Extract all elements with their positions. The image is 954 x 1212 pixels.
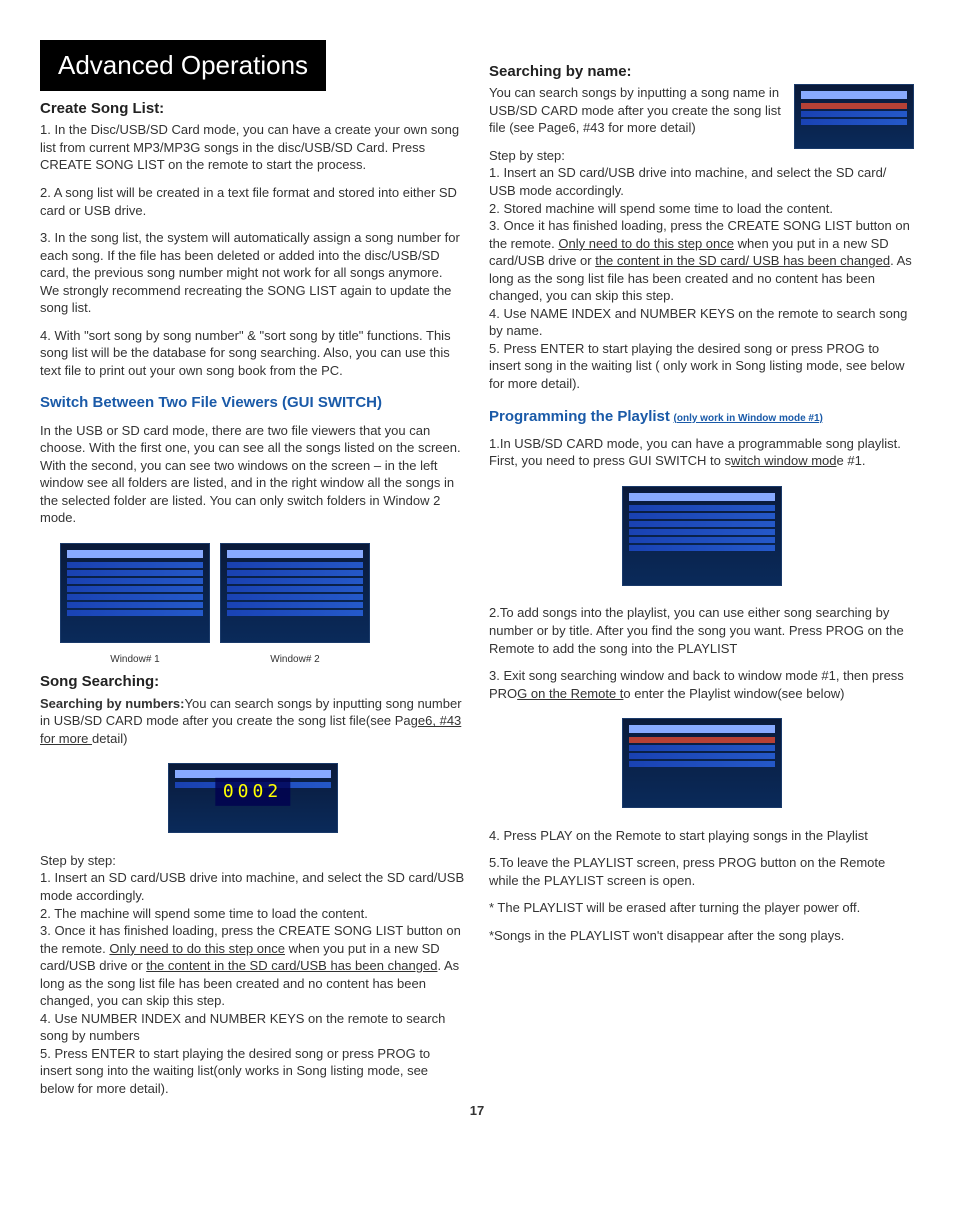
note-text: * The PLAYLIST will be erased after turn… bbox=[489, 899, 914, 917]
screenshot-wrap: 0002 bbox=[40, 757, 465, 844]
body-text: 1. In the Disc/USB/SD Card mode, you can… bbox=[40, 121, 465, 174]
step-text: 5. Press ENTER to start playing the desi… bbox=[40, 1045, 465, 1098]
screenshot-row bbox=[60, 537, 465, 649]
body-text: 4. Press PLAY on the Remote to start pla… bbox=[489, 827, 914, 845]
underlined-text: the content in the SD card/USB has been … bbox=[146, 958, 437, 973]
step-text: 5. Press ENTER to start playing the desi… bbox=[489, 340, 914, 393]
section-banner: Advanced Operations bbox=[40, 40, 326, 91]
screenshot-window2 bbox=[220, 543, 370, 643]
step-text: 1. Insert an SD card/USB drive into mach… bbox=[40, 869, 465, 904]
body-text: 2.To add songs into the playlist, you ca… bbox=[489, 604, 914, 657]
body-text: 5.To leave the PLAYLIST screen, press PR… bbox=[489, 854, 914, 889]
heading-programming-playlist-row: Programming the Playlist (only work in W… bbox=[489, 407, 914, 427]
heading-song-searching: Song Searching: bbox=[40, 672, 465, 692]
body-text: 2. A song list will be created in a text… bbox=[40, 184, 465, 219]
screenshot-window1 bbox=[60, 543, 210, 643]
heading-search-by-name: Searching by name: bbox=[489, 62, 914, 82]
underlined-text: witch window mod bbox=[731, 453, 837, 468]
body-text: detail) bbox=[92, 731, 127, 746]
page-number: 17 bbox=[40, 1102, 914, 1120]
right-column: Searching by name: You can search songs … bbox=[489, 40, 914, 1098]
body-text: 3. In the song list, the system will aut… bbox=[40, 229, 465, 317]
step-text: 3. Once it has finished loading, press t… bbox=[40, 922, 465, 1010]
steps-heading: Step by step: bbox=[489, 147, 914, 165]
step-text: 4. Use NUMBER INDEX and NUMBER KEYS on t… bbox=[40, 1010, 465, 1045]
body-text: Searching by numbers:You can search song… bbox=[40, 695, 465, 748]
underlined-text: Only need to do this step once bbox=[558, 236, 734, 251]
heading-programming-playlist: Programming the Playlist bbox=[489, 408, 670, 425]
step-text: 2. The machine will spend some time to l… bbox=[40, 905, 465, 923]
left-column: Advanced Operations Create Song List: 1.… bbox=[40, 40, 465, 1098]
osd-number-display: 0002 bbox=[215, 777, 290, 805]
step-text: 4. Use NAME INDEX and NUMBER KEYS on the… bbox=[489, 305, 914, 340]
subnote-window-mode: (only work in Window mode #1) bbox=[674, 413, 823, 424]
steps-heading: Step by step: bbox=[40, 852, 465, 870]
body-text: 4. With "sort song by song number" & "so… bbox=[40, 327, 465, 380]
step-text: 3. Once it has finished loading, press t… bbox=[489, 217, 914, 305]
page-columns: Advanced Operations Create Song List: 1.… bbox=[40, 40, 914, 1098]
note-text: *Songs in the PLAYLIST won't disappear a… bbox=[489, 927, 914, 945]
underlined-text: Only need to do this step once bbox=[109, 941, 285, 956]
underlined-text: the content in the SD card/ USB has been… bbox=[595, 253, 890, 268]
caption-window2: Window# 2 bbox=[220, 653, 370, 667]
body-text: In the USB or SD card mode, there are tw… bbox=[40, 422, 465, 527]
underlined-text: G on the Remote t bbox=[517, 686, 623, 701]
body-text: 3. Exit song searching window and back t… bbox=[489, 667, 914, 702]
heading-create-song-list: Create Song List: bbox=[40, 99, 465, 119]
screenshot-wrap bbox=[489, 480, 914, 597]
body-text: o enter the Playlist window(see below) bbox=[623, 686, 844, 701]
caption-window1: Window# 1 bbox=[60, 653, 210, 667]
body-text: 1.In USB/SD CARD mode, you can have a pr… bbox=[489, 435, 914, 470]
screenshot-playlist-window bbox=[622, 718, 782, 808]
screenshot-playlist-mode1 bbox=[622, 486, 782, 586]
body-text: e #1. bbox=[837, 453, 866, 468]
screenshot-name-search bbox=[794, 84, 914, 149]
label-search-by-numbers: Searching by numbers: bbox=[40, 696, 184, 711]
heading-switch-viewers: Switch Between Two File Viewers (GUI SWI… bbox=[40, 393, 465, 413]
step-text: 1. Insert an SD card/USB drive into mach… bbox=[489, 164, 914, 199]
screenshot-number-search: 0002 bbox=[168, 763, 338, 833]
step-text: 2. Stored machine will spend some time t… bbox=[489, 200, 914, 218]
screenshot-wrap bbox=[489, 712, 914, 819]
caption-row: Window# 1 Window# 2 bbox=[60, 651, 465, 667]
